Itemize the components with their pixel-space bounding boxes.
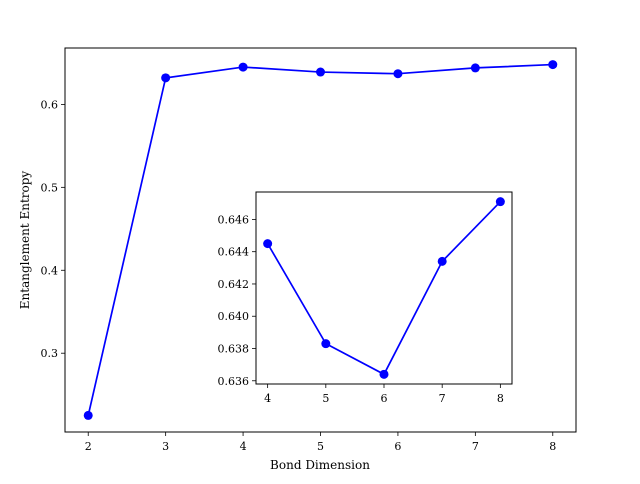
inset-y-tick-label: 0.640 [218, 310, 250, 323]
inset-data-point [263, 239, 273, 249]
main-y-tick-label: 0.4 [41, 264, 59, 277]
main-data-point [238, 62, 248, 72]
main-data-point [316, 67, 325, 77]
main-y-tick-label: 0.5 [41, 181, 59, 194]
inset-data-point [379, 369, 389, 379]
main-x-tick-label: 6 [394, 440, 401, 453]
main-data-point [161, 73, 171, 83]
main-x-tick-label: 5 [317, 440, 324, 453]
inset-y-tick-label: 0.638 [218, 343, 250, 356]
inset-x-tick-label: 5 [322, 392, 329, 405]
main-x-tick-label: 3 [162, 440, 169, 453]
x-axis-label: Bond Dimension [270, 458, 370, 472]
inset-y-tick-label: 0.644 [218, 246, 250, 259]
inset-data-point [437, 256, 447, 266]
main-x-tick-label: 8 [549, 440, 556, 453]
inset-x-tick-label: 7 [439, 392, 446, 405]
inset-x-tick-label: 6 [381, 392, 388, 405]
main-x-tick-label: 2 [85, 440, 92, 453]
inset-data-point [321, 339, 331, 349]
main-data-point [393, 69, 403, 79]
inset-x-tick-label: 4 [264, 392, 271, 405]
inset-x-tick-label: 8 [497, 392, 504, 405]
inset-data-point [495, 197, 505, 207]
inset-y-tick-label: 0.642 [218, 278, 250, 291]
y-axis-label: Entanglement Entropy [18, 171, 32, 310]
main-data-point [548, 60, 558, 70]
inset-plot-frame [255, 191, 513, 385]
main-x-tick-label: 4 [240, 440, 247, 453]
main-y-tick-label: 0.3 [41, 347, 59, 360]
inset-panel: 4 5 6 7 8 0.636 0.638 0.640 0.642 0.644 0.646 [218, 191, 513, 405]
inset-y-tick-label: 0.646 [218, 213, 250, 226]
main-y-tick-label: 0.6 [41, 98, 59, 111]
main-x-tick-label: 7 [472, 440, 479, 453]
main-data-point [470, 63, 480, 73]
main-data-point [83, 410, 93, 420]
inset-y-tick-label: 0.636 [218, 375, 250, 388]
